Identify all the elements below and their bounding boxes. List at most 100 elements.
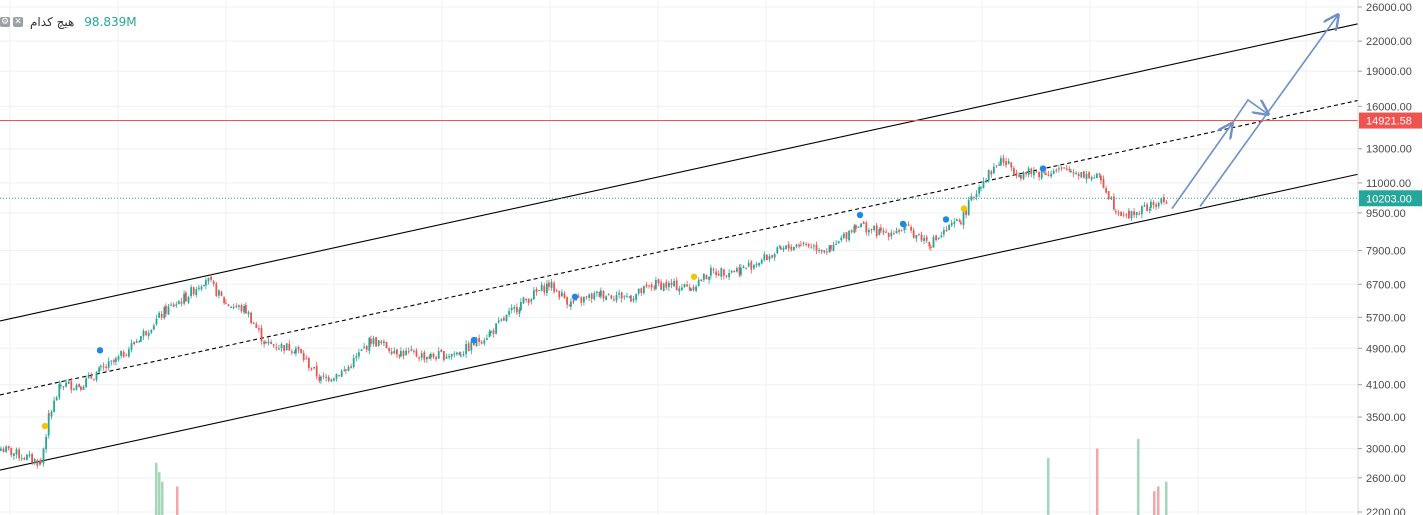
price-tick-label: 16000.00	[1366, 101, 1412, 113]
candle	[692, 284, 695, 292]
candle-body	[313, 366, 315, 369]
candle-body	[935, 235, 937, 240]
candle-body	[1125, 214, 1128, 216]
candle-body	[1047, 174, 1050, 176]
candle-body	[2, 448, 5, 453]
candle-body	[190, 287, 192, 297]
candle	[490, 330, 492, 336]
price-axis[interactable]: 26000.00 22000.00 19000.00 16000.00 13000.00…	[1357, 0, 1423, 515]
candle-body	[150, 330, 153, 333]
settings-icon[interactable]: ⚙	[0, 17, 10, 27]
candle	[0, 446, 2, 452]
price-tick-label: 11000.00	[1366, 178, 1411, 190]
candle	[832, 241, 835, 252]
candle	[1090, 175, 1093, 182]
candle	[1040, 170, 1043, 181]
candle	[873, 225, 875, 232]
candle	[790, 244, 793, 252]
candle	[540, 281, 543, 292]
candle-body	[550, 281, 553, 288]
candle-body	[370, 338, 372, 344]
candle-body	[948, 224, 950, 231]
candle-body	[980, 187, 982, 189]
candle-body	[923, 238, 925, 242]
regression-channel[interactable]	[0, 23, 1359, 471]
candle	[212, 280, 215, 287]
candle	[80, 386, 82, 392]
candle-body	[505, 314, 508, 321]
candle-body	[1007, 161, 1010, 164]
candle	[626, 292, 628, 298]
candle	[291, 349, 293, 356]
candle	[773, 252, 776, 261]
candle-body	[220, 291, 223, 296]
candle-body	[1065, 168, 1068, 171]
candle-body	[620, 292, 623, 299]
candle-body	[232, 307, 235, 309]
candle-body	[956, 219, 958, 221]
candle-body	[728, 273, 730, 278]
candle-body	[453, 353, 456, 355]
candle-body	[1143, 205, 1146, 207]
candle	[225, 299, 227, 304]
candle-body	[240, 305, 243, 312]
candle	[203, 284, 205, 287]
candle-body	[492, 330, 495, 334]
candle-body	[648, 285, 650, 287]
candle	[555, 288, 558, 293]
grid	[0, 0, 1358, 515]
candle-body	[120, 351, 122, 356]
candle-body	[558, 290, 561, 298]
candle-body	[516, 307, 518, 313]
candle-body	[212, 281, 215, 284]
signal-dot-blue	[96, 347, 104, 354]
candle-body	[1015, 172, 1018, 176]
candle	[918, 233, 920, 237]
candle	[890, 229, 893, 240]
candle	[250, 311, 252, 324]
candle-body	[780, 247, 782, 250]
candle	[553, 280, 555, 294]
candle-body	[280, 344, 283, 349]
candle	[850, 229, 853, 234]
candle-body	[110, 360, 113, 362]
candle	[690, 287, 692, 292]
candle	[400, 347, 402, 358]
candle-body	[225, 302, 227, 304]
candle	[165, 303, 167, 318]
candle-body	[310, 368, 313, 370]
candle	[675, 277, 678, 291]
candle	[145, 330, 147, 337]
candle-body	[513, 307, 516, 309]
candle	[155, 314, 158, 326]
candle	[643, 285, 645, 295]
candle-body	[372, 338, 375, 344]
candle-body	[355, 356, 358, 358]
candle	[1163, 193, 1165, 205]
candle-body	[325, 376, 327, 378]
candle-body	[580, 297, 583, 303]
candle	[635, 293, 637, 303]
candle	[653, 284, 656, 291]
candle	[862, 220, 865, 225]
candle	[167, 304, 170, 316]
candle	[538, 290, 540, 292]
candle-body	[895, 230, 898, 234]
candle-body	[305, 358, 308, 360]
candle-body	[1155, 204, 1157, 207]
candles	[0, 154, 1168, 469]
candle	[558, 290, 561, 301]
price-tick-label: 3500.00	[1366, 412, 1406, 424]
close-icon[interactable]: ✕	[13, 17, 23, 27]
candle	[798, 243, 800, 249]
candle-body	[308, 358, 310, 368]
candle	[837, 240, 840, 244]
candle-body	[588, 294, 590, 298]
projection-arrows[interactable]	[1171, 15, 1338, 210]
candle-body	[630, 295, 632, 302]
candle	[745, 267, 747, 270]
candle-body	[538, 290, 540, 292]
candle	[40, 457, 42, 465]
candle-body	[1043, 171, 1046, 173]
